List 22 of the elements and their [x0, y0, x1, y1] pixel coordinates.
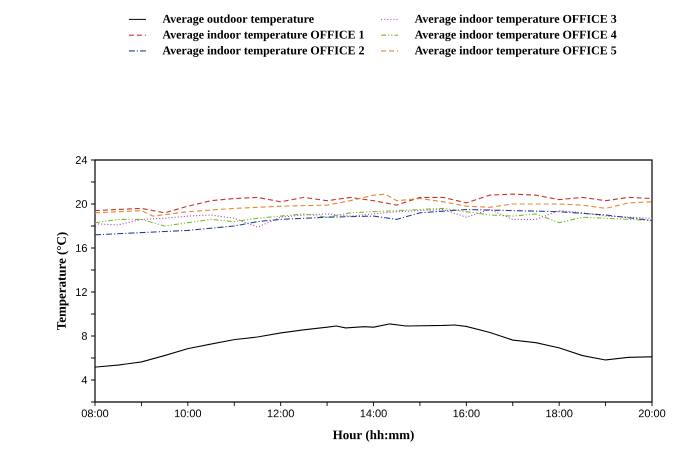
y-axis-title: Temperature (°C)	[56, 232, 68, 330]
x-tick-label: 10:00	[174, 410, 202, 418]
x-tick-label: 20:00	[638, 410, 666, 418]
legend-label: Average indoor temperature OFFICE 2	[162, 46, 364, 57]
legend-label: Average outdoor temperature	[162, 14, 314, 26]
x-tick-label: 14:00	[360, 410, 387, 418]
x-axis-title: Hour (hh:mm)	[332, 430, 414, 442]
x-tick-label: 08:00	[82, 410, 108, 418]
y-tick-label: 8	[82, 332, 87, 340]
y-tick-label: 16	[76, 244, 87, 252]
line-series	[95, 208, 652, 236]
y-tick-label: 12	[76, 288, 87, 296]
x-tick-label: 12:00	[268, 410, 294, 418]
y-tick-label: 20	[76, 200, 88, 208]
legend-label: Average indoor temperature OFFICE 5	[414, 46, 616, 57]
y-tick-label: 4	[82, 376, 88, 384]
y-tick-label: 24	[76, 156, 88, 164]
x-tick-label: 16:00	[453, 410, 480, 418]
x-tick-label: 18:00	[546, 410, 572, 418]
legend-label: Average indoor temperature OFFICE 1	[162, 30, 364, 42]
legend-label: Average indoor temperature OFFICE 3	[414, 14, 616, 26]
legend-label: Average indoor temperature OFFICE 4	[414, 30, 616, 42]
